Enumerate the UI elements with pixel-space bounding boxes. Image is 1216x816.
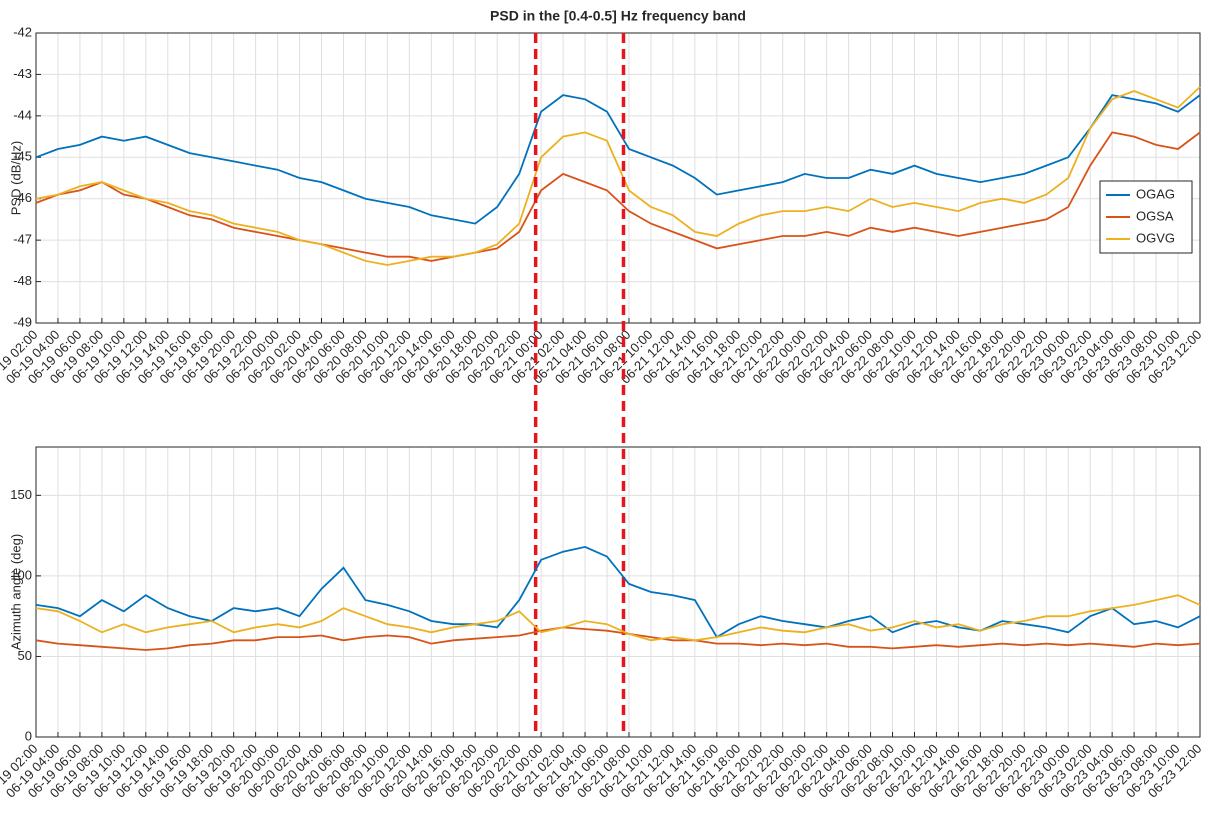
chart-title: PSD in the [0.4-0.5] Hz frequency band [490, 8, 746, 24]
y-tick-label: -43 [13, 66, 32, 81]
series-line [35, 594, 1201, 642]
axes-frame [35, 446, 1201, 738]
y-axis-label: PSD (dB/Hz) [8, 141, 23, 215]
y-tick-label: -42 [13, 24, 32, 39]
series-line [35, 86, 1201, 266]
y-tick-label: 150 [10, 487, 32, 502]
y-tick-label: -47 [13, 232, 32, 247]
y-tick-label: -44 [13, 107, 32, 122]
series-line [35, 94, 1201, 225]
series-line [35, 131, 1201, 262]
y-tick-label: -45 [13, 149, 32, 164]
y-tick-label: 50 [18, 648, 32, 663]
y-tick-label: -46 [13, 190, 32, 205]
y-tick-label: -49 [13, 314, 32, 329]
series-line [35, 626, 1201, 651]
y-tick-label: 0 [25, 728, 32, 743]
axes-frame [35, 32, 1201, 324]
legend-label: OGVG [1136, 230, 1175, 245]
y-axis-label: Azimuth angle (deg) [8, 534, 23, 650]
y-tick-label: -48 [13, 273, 32, 288]
legend-label: OGSA [1136, 208, 1174, 223]
legend-label: OGAG [1136, 186, 1175, 201]
series-line [35, 545, 1201, 639]
y-tick-label: 100 [10, 567, 32, 582]
